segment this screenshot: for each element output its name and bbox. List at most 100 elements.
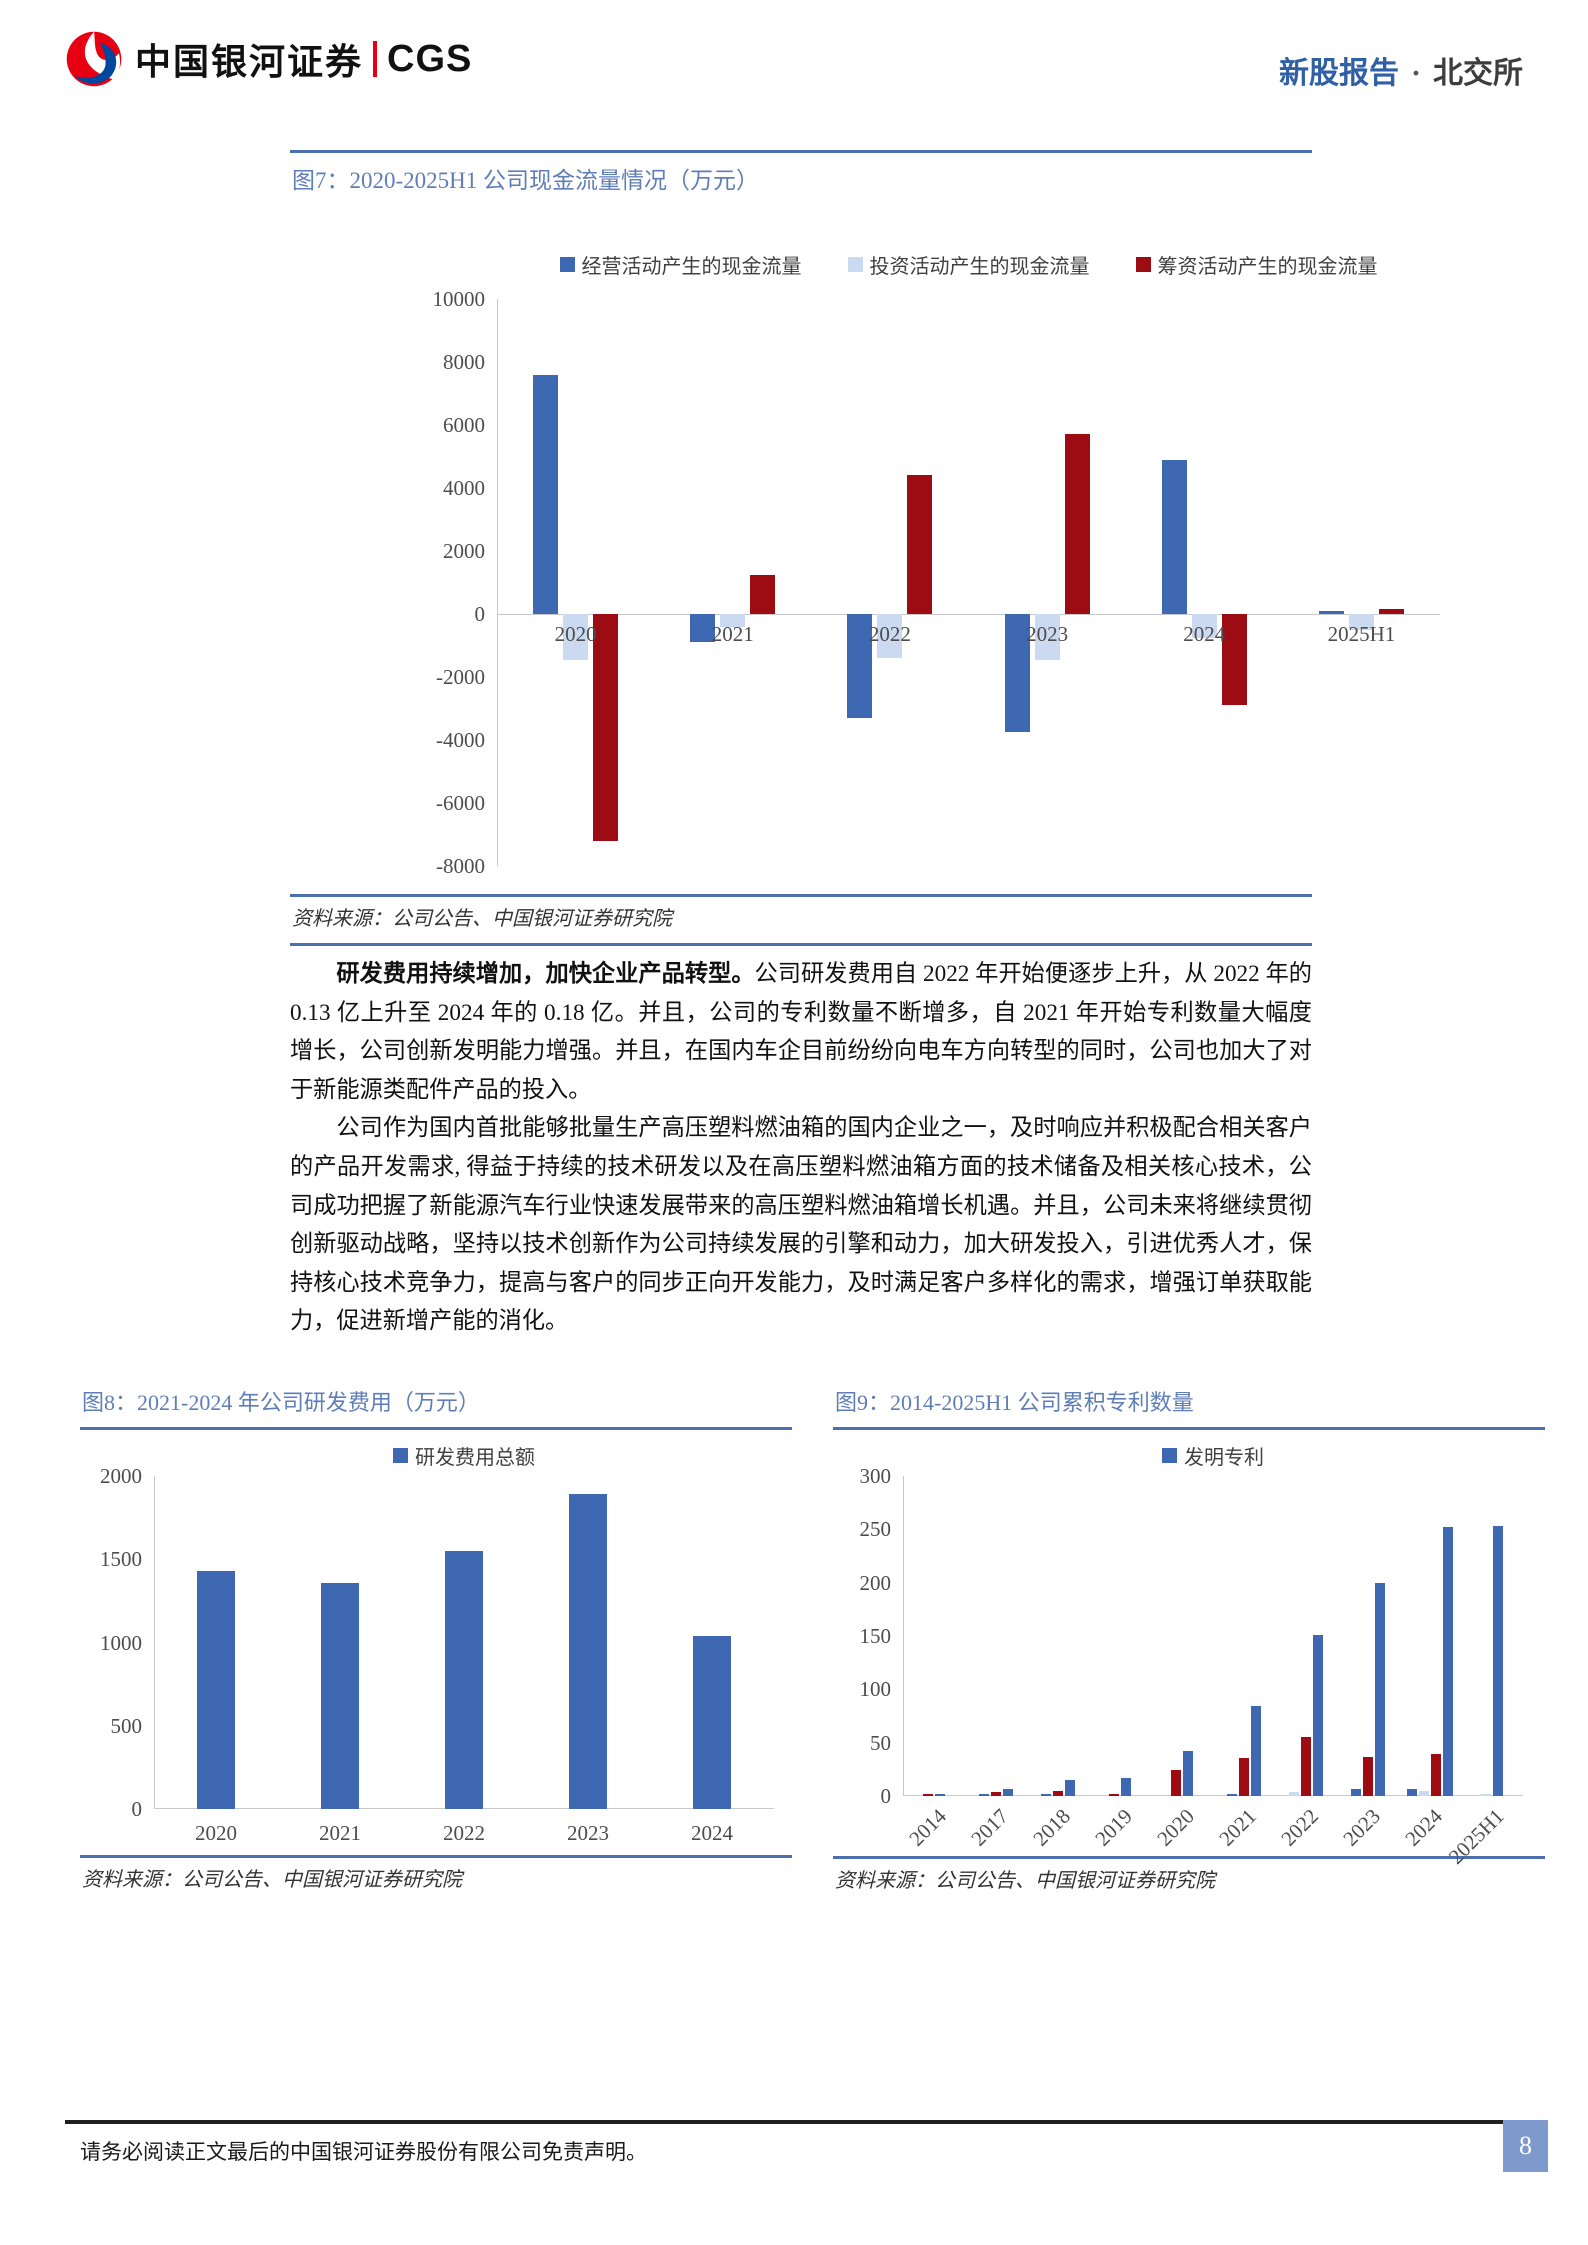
plot-wrap: 2000 1500 1000 500 0 2020 2021 2022 2023 2024 [100, 1464, 792, 1845]
paragraph2-text: 公司作为国内首批能够批量生产高压塑料燃油箱的国内企业之一，及时响应并积极配合相关… [290, 1115, 1312, 1335]
bar [935, 1793, 945, 1796]
bar [1419, 1790, 1429, 1796]
body-paragraph-1: 研发费用持续增加，加快企业产品转型。公司研发费用自 2022 年开始便逐步上升，… [290, 955, 1312, 1109]
bar-group: 2022 [811, 299, 968, 866]
x-axis-label-text: 2020 [554, 622, 597, 646]
bar-group: 2023 [526, 1476, 650, 1845]
y-axis-label: 0 [131, 1797, 143, 1821]
figure8-block: 图8：2021-2024 年公司研发费用（万元） 研发费用总额 2000 1500 1… [80, 1385, 792, 1904]
report-tag-separator: · [1410, 57, 1421, 90]
bar [569, 1494, 607, 1809]
bar [1378, 609, 1404, 614]
body-text: 研发费用持续增加，加快企业产品转型。公司研发费用自 2022 年开始便逐步上升，… [290, 955, 1312, 1341]
legend-item: 投资活动产生的现金流量 [847, 250, 1090, 279]
report-market-label: 北交所 [1433, 57, 1523, 90]
x-axis-label-text: 2021 [711, 622, 754, 646]
brand: 中国银河证券 CGS [65, 30, 472, 88]
x-axis-label: 2021 [654, 622, 811, 646]
zero-gridline [497, 614, 1440, 615]
plot-wrap: 10000 8000 6000 4000 2000 0 -2000 -4000 -6000 -80… [433, 287, 1440, 878]
plot-area: 2014 2017 2018 2019 2020 2021 2022 2023 2024 2025… [903, 1476, 1523, 1869]
x-axis-label-text: 2024 [1183, 622, 1226, 646]
y-axis-label: 100 [859, 1677, 892, 1702]
y-axis: 10000 8000 6000 4000 2000 0 -2000 -4000 -6000 -80… [433, 287, 497, 878]
bar [1183, 1751, 1193, 1796]
bar [693, 1635, 731, 1809]
y-axis-label: 150 [859, 1624, 892, 1648]
bar [1065, 1780, 1075, 1796]
bar-group: 2024 [1126, 299, 1283, 866]
x-axis-label: 2024 [650, 1821, 774, 1845]
legend-item: 发明专利 [1162, 1441, 1264, 1470]
y-axis-line [497, 299, 498, 866]
chart-legend: 发明专利 [903, 1441, 1523, 1470]
footer-rule [65, 2120, 1503, 2124]
bar [1301, 1737, 1311, 1796]
y-axis-label: 250 [859, 1517, 892, 1542]
legend-item: 筹资活动产生的现金流量 [1135, 250, 1378, 279]
bar [1318, 610, 1344, 614]
figure9-source: 资料来源：公司公告、中国银河证券研究院 [835, 1870, 1215, 1892]
bar [1109, 1793, 1119, 1796]
bar-group: 2024 [1399, 1476, 1461, 1851]
plot-wrap: 300 250 200 150 100 50 0 2014 2017 2018 2019 2020 20… [851, 1464, 1545, 1869]
figure7-block: 图7：2020-2025H1 公司现金流量情况（万元） 经营活动产生的现金流量 投… [290, 150, 1440, 946]
bar [1363, 1756, 1373, 1796]
legend-swatch [559, 256, 575, 272]
figure8-chart: 研发费用总额 2000 1500 1000 500 0 2020 2021 2022 2023 20… [80, 1442, 792, 1853]
page-header: 中国银河证券 CGS 新股报告 · 北交所 [65, 30, 1523, 100]
bar [1227, 1793, 1237, 1796]
x-axis-label: 2020 [497, 622, 654, 646]
bar-group: 2021 [654, 299, 811, 866]
x-axis-label: 2024 [1126, 622, 1283, 646]
y-axis-label: 50 [870, 1730, 891, 1755]
x-axis-label-text: 2023 [1026, 622, 1069, 646]
figure8-title: 图8：2021-2024 年公司研发费用（万元） [82, 1390, 480, 1415]
bar [923, 1794, 933, 1796]
bar [720, 614, 746, 627]
paragraph1-text: 公司研发费用自 2022 年开始便逐步上升，从 2022 年的 0.13 亿上升… [290, 961, 1312, 1103]
figure9-divider [833, 1856, 1545, 1859]
y-axis-label: 8000 [443, 350, 485, 374]
figure7-top-rule [290, 150, 1312, 153]
bar [1289, 1791, 1299, 1796]
bar-group: 2023 [1337, 1476, 1399, 1851]
figure8-divider [80, 1855, 792, 1858]
x-axis-label: 2023 [969, 622, 1126, 646]
bar [1251, 1706, 1261, 1796]
legend-label: 发明专利 [1184, 1446, 1264, 1469]
figure7-divider [290, 894, 1312, 897]
legend-swatch [1135, 256, 1151, 272]
y-axis-label: 2000 [443, 539, 485, 563]
y-axis-label: 0 [880, 1784, 892, 1808]
bar-group: 2025H1 [1283, 299, 1440, 866]
brand-name-cn: 中国银河证券 [135, 41, 364, 82]
paragraph1-lead-bold: 研发费用持续增加，加快企业产品转型。 [336, 961, 755, 987]
bar [847, 614, 873, 718]
report-tag: 新股报告 · 北交所 [1279, 48, 1523, 92]
bar [1171, 1770, 1181, 1796]
legend-item: 经营活动产生的现金流量 [559, 250, 802, 279]
x-axis-label: 2022 [402, 1821, 526, 1845]
bar [1239, 1757, 1249, 1796]
y-axis-label: 2000 [100, 1464, 142, 1488]
x-axis-label: 2021 [278, 1821, 402, 1845]
bar [750, 574, 776, 614]
figure9-chart: 发明专利 300 250 200 150 100 50 0 2014 2017 2018 2019 20… [833, 1441, 1545, 1869]
bar-group: 2025H1 [1444, 1476, 1523, 1869]
x-axis-label-text: 2023 [567, 1821, 609, 1845]
galaxy-logo-icon [66, 31, 122, 87]
bar [1481, 1794, 1491, 1796]
bar [1407, 1788, 1417, 1796]
bar-group: 2022 [1275, 1476, 1337, 1851]
y-axis-label: -8000 [436, 854, 485, 878]
y-axis: 300 250 200 150 100 50 0 [851, 1464, 903, 1808]
brand-divider [373, 41, 378, 77]
bar [1191, 614, 1217, 638]
body-paragraph-2: 公司作为国内首批能够批量生产高压塑料燃油箱的国内企业之一，及时响应并积极配合相关… [290, 1109, 1312, 1341]
bar [979, 1794, 989, 1796]
x-axis-label-text: 2025H1 [1327, 622, 1396, 646]
plot-area: 2020 2021 2022 2023 2024 2025H1 [497, 299, 1440, 866]
bar [991, 1791, 1001, 1796]
bar [1493, 1526, 1503, 1796]
